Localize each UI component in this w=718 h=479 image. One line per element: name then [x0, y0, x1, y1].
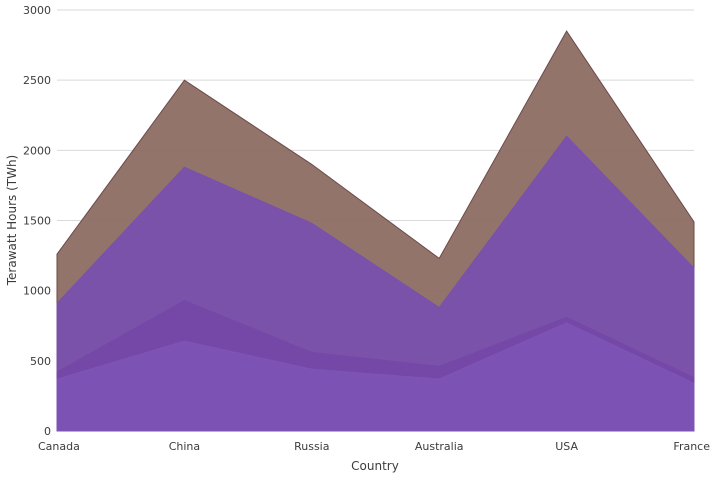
y-tick-label: 2500	[23, 74, 51, 87]
x-tick-label: Australia	[415, 440, 464, 453]
y-tick-label: 2000	[23, 144, 51, 157]
y-tick-label: 0	[44, 425, 51, 438]
y-tick-label: 500	[30, 355, 51, 368]
area-series-4[interactable]	[56, 322, 695, 432]
area-series-group	[56, 30, 695, 432]
x-tick-label: Canada	[38, 440, 80, 453]
y-tick-label: 3000	[23, 4, 51, 17]
y-axis-ticks: 0 500 1000 1500 2000 2500 3000	[23, 4, 51, 438]
x-tick-label: USA	[555, 440, 578, 453]
y-axis-title: Terawatt Hours (TWh)	[5, 155, 19, 287]
x-tick-label: Russia	[294, 440, 329, 453]
x-axis-ticks: Canada China Russia Australia USA France	[38, 440, 710, 453]
y-tick-label: 1500	[23, 215, 51, 228]
y-tick-label: 1000	[23, 285, 51, 298]
x-tick-label: France	[673, 440, 710, 453]
x-tick-label: China	[169, 440, 200, 453]
x-axis-title: Country	[351, 459, 399, 473]
